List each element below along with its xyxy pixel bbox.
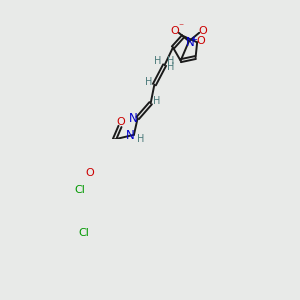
- Text: Cl: Cl: [75, 184, 86, 195]
- Text: O: O: [171, 26, 179, 36]
- Text: H: H: [154, 56, 162, 66]
- Text: H: H: [137, 134, 144, 143]
- Text: N: N: [125, 129, 134, 142]
- Text: +: +: [191, 35, 197, 44]
- Text: H: H: [167, 56, 175, 66]
- Text: ⁻: ⁻: [178, 22, 183, 32]
- Text: O: O: [199, 26, 207, 36]
- Text: H: H: [154, 96, 161, 106]
- Text: O: O: [85, 168, 94, 178]
- Text: N: N: [185, 36, 194, 49]
- Text: N: N: [129, 112, 138, 125]
- Text: Cl: Cl: [78, 228, 89, 238]
- Text: O: O: [116, 117, 125, 127]
- Text: O: O: [196, 36, 205, 46]
- Text: H: H: [145, 77, 152, 87]
- Text: H: H: [167, 62, 174, 72]
